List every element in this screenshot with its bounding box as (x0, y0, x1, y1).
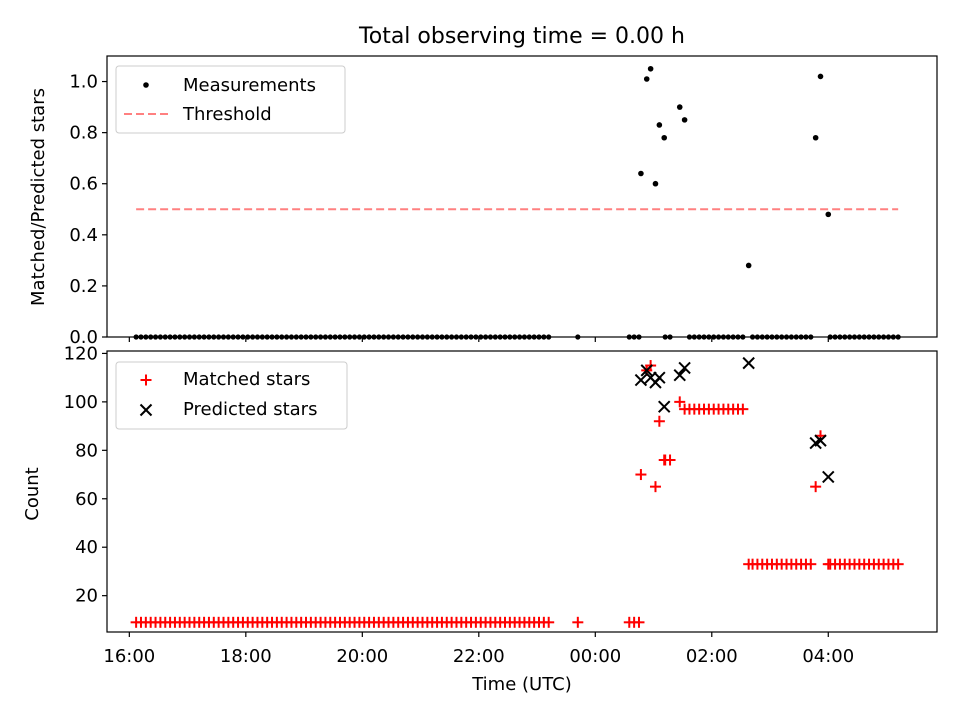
matched-star-point (635, 469, 647, 481)
bottom-y-axis-label: Count (22, 467, 43, 520)
bottom-y-ticks: 20 40 60 80 100 120 (64, 343, 107, 607)
predicted-star-point (673, 369, 686, 382)
predicted-star-point (634, 373, 648, 387)
measurement-point (643, 76, 650, 82)
predicted-star-point (640, 364, 653, 377)
x-tick-label: 16:00 (103, 646, 155, 667)
legend-x-glyph (139, 403, 153, 417)
x-tick-label: 18:00 (220, 646, 272, 667)
y-tick-label: 120 (64, 343, 98, 364)
matched-star-point (572, 616, 584, 628)
measurement-point (812, 134, 819, 141)
y-tick-label: 40 (75, 537, 98, 558)
y-tick-label: 0.0 (69, 327, 98, 348)
measurement-point (825, 211, 832, 218)
matched-star-point (633, 616, 645, 628)
matched-star-point (658, 454, 670, 466)
top-legend-box (115, 65, 346, 134)
x-axis-label: Time (UTC) (471, 674, 572, 695)
bottom-panel: 20 40 60 80 100 120 16:00 18:00 20:00 22:00 00:00… (22, 343, 938, 695)
y-tick-label: 1.0 (69, 72, 98, 93)
bottom-legend-box (115, 361, 348, 430)
measurement-point (638, 170, 644, 177)
measurement-point (647, 65, 654, 72)
y-tick-label: 100 (64, 392, 98, 413)
measurement-point (817, 73, 824, 80)
x-tick-label: 02:00 (686, 646, 738, 667)
x-tick-label: 22:00 (453, 646, 505, 667)
y-tick-label: 0.6 (69, 174, 98, 195)
top-y-ticks: 0.0 0.2 0.4 0.6 0.8 1.0 (69, 72, 107, 348)
measurement-point (652, 180, 659, 187)
matched-star-point (653, 415, 665, 427)
x-tick-label: 20:00 (336, 646, 388, 667)
top-x-ticks (128, 337, 829, 342)
measurement-point (745, 262, 752, 269)
measurement-point (661, 134, 668, 141)
matched-star-point (892, 558, 904, 570)
legend-predicted-stars-marker (139, 403, 153, 417)
matched-star-point (674, 396, 686, 408)
top-plot-frame (106, 55, 938, 338)
y-tick-label: 60 (75, 489, 98, 510)
legend-matched-stars-marker (140, 374, 152, 386)
predicted-star-point (653, 371, 666, 384)
chart-title: Total observing time = 0.00 h (358, 24, 685, 49)
matched-star-point (805, 558, 817, 570)
matched-star-point (737, 403, 749, 415)
legend-measurements-marker (143, 82, 149, 88)
matched-star-point (543, 616, 555, 628)
predicted-star-point (742, 356, 755, 370)
legend-threshold-label: Threshold (182, 104, 272, 125)
legend-matched-stars-label: Matched stars (183, 369, 310, 390)
x-tick-label: 00:00 (569, 646, 621, 667)
y-tick-label: 0.2 (69, 276, 98, 297)
x-tick-label: 04:00 (802, 646, 854, 667)
bottom-x-ticks: 16:00 18:00 20:00 22:00 00:00 02:00 04:00 (103, 632, 854, 667)
measurement-point (681, 117, 688, 123)
top-y-axis-label: Matched/Predicted stars (28, 88, 49, 306)
measurement-point (656, 122, 663, 128)
matched-star-point (649, 481, 661, 493)
y-tick-label: 20 (75, 586, 98, 607)
legend-plus-glyph (140, 374, 152, 386)
legend-measurements-label: Measurements (183, 75, 316, 96)
y-tick-label: 0.8 (69, 123, 98, 144)
predicted-star-point (822, 470, 835, 484)
measurement-point (676, 104, 683, 110)
top-panel: 0.0 0.2 0.4 0.6 0.8 1.0 Matched/Predicted sta… (28, 55, 938, 348)
top-legend: Measurements Threshold (115, 65, 346, 134)
matched-star-point (679, 403, 691, 415)
matched-star-point (743, 558, 755, 570)
y-tick-label: 80 (75, 440, 98, 461)
y-tick-label: 0.4 (69, 225, 98, 246)
predicted-star-point (658, 400, 671, 413)
predicted-star-point (678, 361, 691, 375)
legend-predicted-stars-label: Predicted stars (183, 399, 317, 420)
bottom-plot-frame (106, 350, 938, 633)
bottom-marks (130, 356, 904, 628)
matched-star-point (822, 558, 834, 570)
bottom-legend: Matched stars Predicted stars (115, 361, 348, 430)
matched-star-point (810, 481, 822, 493)
predicted-star-point (814, 434, 827, 447)
